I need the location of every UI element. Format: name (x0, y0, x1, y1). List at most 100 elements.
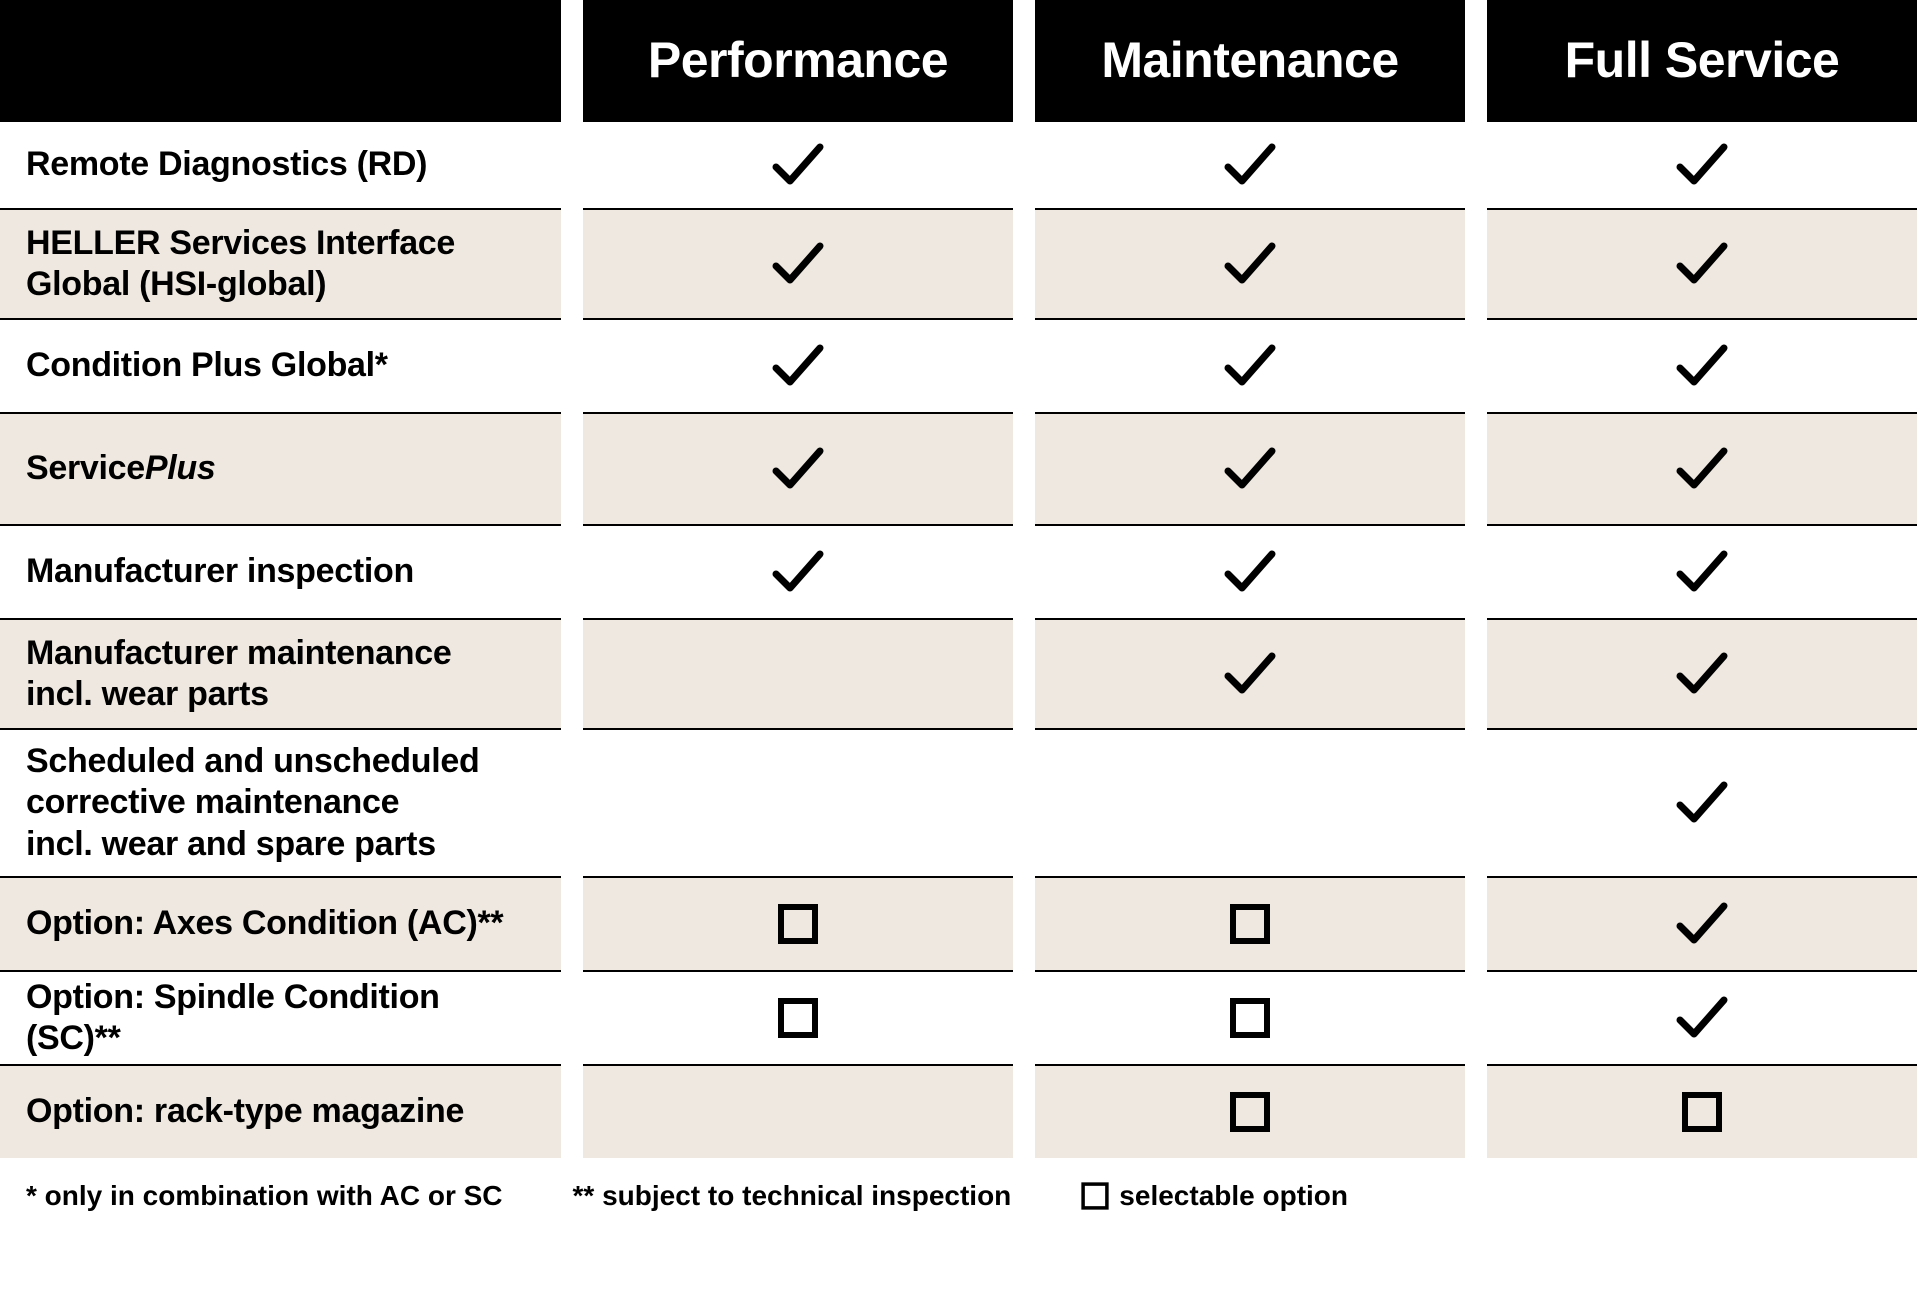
table-cell (1487, 412, 1917, 524)
table-cell (1487, 120, 1917, 208)
check-icon (772, 550, 824, 594)
footnote-3-text: selectable option (1119, 1180, 1348, 1212)
table-cell (1487, 970, 1917, 1064)
check-icon (1676, 447, 1728, 491)
table-cell (583, 728, 1013, 876)
column-gap (1465, 0, 1487, 120)
column-gap (1013, 1064, 1035, 1158)
cell-check (1487, 210, 1917, 318)
cell-check (583, 210, 1013, 318)
row-label-line2: corrective maintenance (26, 782, 479, 823)
cell-option-box (1035, 878, 1465, 970)
table-cell (1487, 728, 1917, 876)
cell-empty (583, 1066, 1013, 1158)
table-cell (583, 524, 1013, 618)
cell-check (583, 526, 1013, 618)
table-cell (1035, 208, 1465, 318)
table-cell (1035, 412, 1465, 524)
table-cell (583, 318, 1013, 412)
header-col-3: Full Service (1487, 0, 1917, 120)
table-cell (1035, 318, 1465, 412)
column-gap (1465, 876, 1487, 970)
check-icon (1676, 550, 1728, 594)
cell-option-box (583, 972, 1013, 1064)
column-gap (561, 318, 583, 412)
box-icon (1081, 1182, 1109, 1210)
table-cell (583, 618, 1013, 728)
column-gap (561, 208, 583, 318)
cell-check (1035, 414, 1465, 524)
row-label-italic: Plus (145, 449, 216, 487)
table-cell (1035, 1064, 1465, 1158)
column-gap (1013, 0, 1035, 120)
cell-option-box (1035, 1066, 1465, 1158)
column-gap (1013, 412, 1035, 524)
cell-option-box (1035, 972, 1465, 1064)
row-label: Manufacturer maintenanceincl. wear parts (0, 618, 561, 728)
column-gap (1465, 1064, 1487, 1158)
check-icon (1224, 143, 1276, 187)
row-label-text: Condition Plus Global* (26, 345, 388, 386)
box-icon (1230, 1092, 1270, 1132)
column-gap (1465, 970, 1487, 1064)
header-col-2: Maintenance (1035, 0, 1465, 120)
comparison-table: PerformanceMaintenanceFull Service Remote… (0, 0, 1920, 1158)
column-gap (1465, 318, 1487, 412)
column-gap (561, 412, 583, 524)
row-label-text: Scheduled and unscheduled (26, 741, 479, 782)
column-gap (561, 120, 583, 208)
column-gap (1013, 524, 1035, 618)
table-cell (583, 120, 1013, 208)
column-gap (561, 876, 583, 970)
table-cell (583, 970, 1013, 1064)
cell-option-box (1487, 1066, 1917, 1158)
check-icon (1676, 902, 1728, 946)
row-label-text: HELLER Services Interface (26, 223, 455, 264)
row-label: HELLER Services InterfaceGlobal (HSI-glo… (0, 208, 561, 318)
box-icon (1230, 904, 1270, 944)
column-gap (1013, 618, 1035, 728)
row-label: ServicePlus (0, 412, 561, 524)
header-col-1: Performance (583, 0, 1013, 120)
cell-check (1035, 210, 1465, 318)
row-label: Option: Axes Condition (AC)** (0, 876, 561, 970)
column-gap (1465, 728, 1487, 876)
table-cell (1487, 318, 1917, 412)
cell-check (1487, 972, 1917, 1064)
box-icon (1230, 998, 1270, 1038)
check-icon (772, 143, 824, 187)
cell-check (1035, 620, 1465, 728)
column-gap (561, 618, 583, 728)
table-cell (1487, 876, 1917, 970)
table-cell (1035, 970, 1465, 1064)
box-icon (1682, 1092, 1722, 1132)
check-icon (1676, 652, 1728, 696)
column-gap (1013, 876, 1035, 970)
check-icon (1676, 143, 1728, 187)
table-cell (1487, 524, 1917, 618)
cell-check (583, 122, 1013, 208)
table-cell (583, 876, 1013, 970)
column-gap (1013, 120, 1035, 208)
row-label: Remote Diagnostics (RD) (0, 120, 561, 208)
column-gap (561, 0, 583, 120)
cell-check (1487, 730, 1917, 876)
check-icon (1676, 781, 1728, 825)
row-label-text: Manufacturer inspection (26, 551, 414, 592)
table-cell (1487, 1064, 1917, 1158)
table-cell (1035, 876, 1465, 970)
cell-option-box (583, 878, 1013, 970)
column-gap (1013, 208, 1035, 318)
column-gap (1465, 618, 1487, 728)
check-icon (772, 447, 824, 491)
footnotes: * only in combination with AC or SC ** s… (0, 1158, 1920, 1222)
row-label: Condition Plus Global* (0, 318, 561, 412)
cell-empty (1035, 730, 1465, 876)
row-label-text: Option: Spindle Condition (SC)** (26, 977, 535, 1060)
column-gap (1465, 412, 1487, 524)
box-icon (778, 904, 818, 944)
check-icon (1676, 344, 1728, 388)
cell-check (1487, 320, 1917, 412)
cell-check (1035, 526, 1465, 618)
cell-check (1487, 526, 1917, 618)
